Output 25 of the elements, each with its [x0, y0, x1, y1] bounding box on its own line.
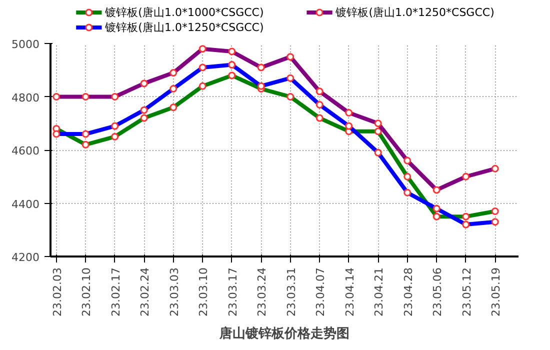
- x-tick-label: 23.04.28: [402, 268, 415, 316]
- x-tick-label: 23.03.10: [197, 268, 210, 316]
- x-tick-label: 23.03.31: [284, 268, 298, 316]
- x-tick-label: 23.02.10: [80, 268, 94, 316]
- y-tick-label: 4600: [12, 144, 40, 158]
- x-tick-label: 23.02.03: [50, 268, 64, 316]
- y-tick-label: 4800: [12, 91, 40, 104]
- x-tick-label: 23.04.21: [372, 268, 386, 316]
- text: 唐山镀锌板价格走势图: [218, 326, 350, 342]
- y-tick-label: 5000: [12, 38, 40, 51]
- y-tick-label: 4200: [12, 251, 40, 264]
- x-tick-label: 23.04.07: [314, 268, 328, 316]
- y-tick-label: 4400: [12, 198, 40, 211]
- x-tick-label: 23.02.17: [109, 268, 122, 316]
- legend-label: 镀锌板(唐山1.0*1250*CSGCC): [104, 21, 264, 34]
- x-tick-label: 23.02.24: [138, 268, 152, 316]
- x-tick-label: 23.05.12: [460, 268, 474, 316]
- legend-label: 镀锌板(唐山1.0*1000*CSGCC): [104, 6, 264, 19]
- x-tick-label: 23.03.24: [256, 268, 269, 316]
- x-tick-label: 23.04.14: [343, 268, 356, 316]
- x-tick-label: 23.03.03: [168, 268, 181, 316]
- x-tick-label: 23.05.19: [490, 268, 503, 316]
- x-tick-label: 23.05.06: [431, 268, 444, 316]
- x-tick-label: 23.03.17: [226, 268, 240, 316]
- legend-label: 镀锌板(唐山1.0*1250*CSGCC): [334, 6, 494, 19]
